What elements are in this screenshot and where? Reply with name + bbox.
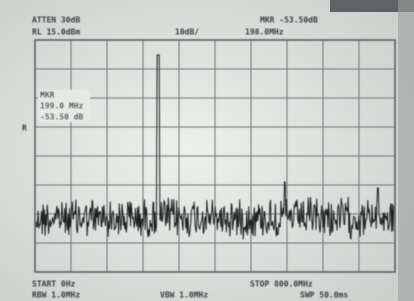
analyzer-screen: ATTEN 30dB MKR -53.50dB RL 15.0dBm 10dB/… [0, 0, 414, 301]
screen-background [0, 0, 414, 301]
attenuation: ATTEN 30dB [32, 16, 80, 25]
resolution-bandwidth: RBW 1.0MHz [32, 291, 80, 300]
marker-box-frequency: 199.0 MHz [40, 102, 84, 111]
scale: 10dB/ [175, 28, 199, 37]
start-frequency: START 0Hz [32, 280, 76, 289]
bezel-side [398, 0, 414, 301]
video-bandwidth: VBW 1.0MHz [160, 291, 208, 300]
side-label: R [22, 124, 27, 133]
sweep-time: SWP 50.0ms [300, 291, 348, 300]
marker-readout: MKR -53.50dB [260, 16, 318, 25]
marker-box-level: -53.50 dB [40, 113, 84, 122]
reference-level: RL 15.0dBm [32, 28, 80, 37]
stop-frequency: STOP 800.0MHz [250, 280, 313, 289]
marker-box-label: MKR [40, 91, 55, 100]
marker-frequency: 198.0MHz [245, 28, 284, 37]
